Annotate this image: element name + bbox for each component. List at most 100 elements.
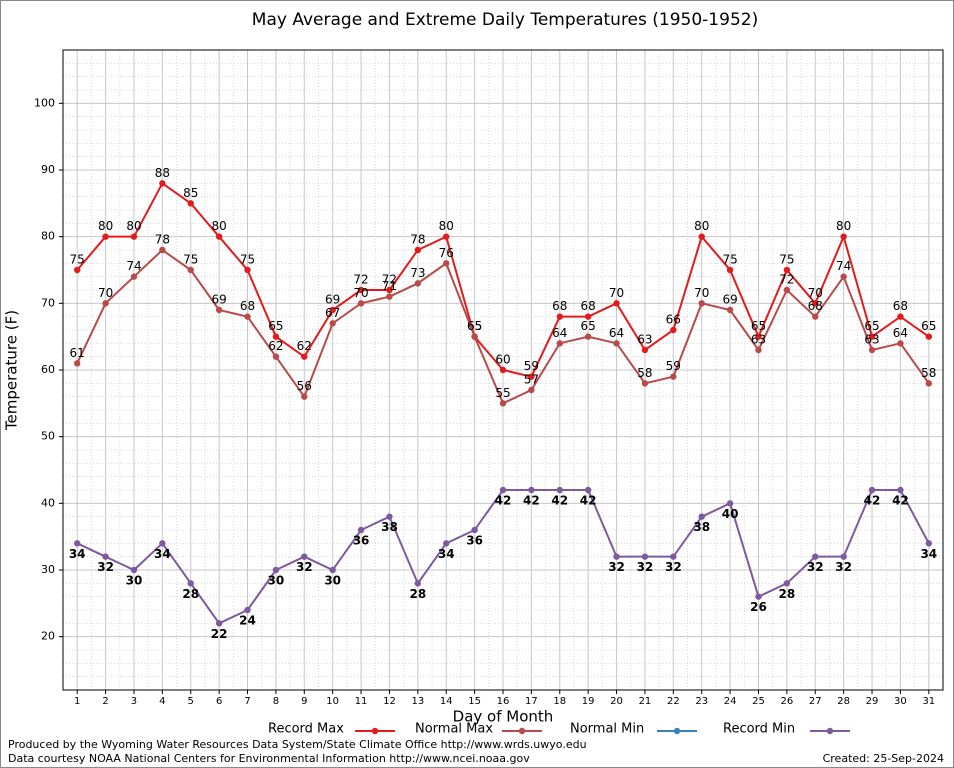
data-label: 70 bbox=[353, 286, 368, 300]
data-point bbox=[272, 566, 280, 574]
data-label: 65 bbox=[581, 319, 596, 333]
data-label: 80 bbox=[98, 219, 113, 233]
x-tick-label: 24 bbox=[724, 696, 737, 707]
data-label: 69 bbox=[722, 293, 737, 307]
data-label: 80 bbox=[694, 219, 709, 233]
data-label: 68 bbox=[893, 299, 908, 313]
data-point bbox=[840, 273, 847, 280]
data-label: 59 bbox=[666, 359, 681, 373]
data-label: 32 bbox=[296, 560, 313, 574]
data-point bbox=[698, 513, 705, 520]
data-point bbox=[215, 306, 223, 314]
data-point bbox=[613, 340, 620, 347]
data-label: 62 bbox=[297, 339, 312, 353]
data-label: 75 bbox=[779, 253, 794, 267]
data-label: 70 bbox=[808, 286, 823, 300]
data-point bbox=[414, 246, 422, 254]
data-label: 65 bbox=[467, 319, 482, 333]
data-point bbox=[897, 486, 904, 494]
x-tick-label: 23 bbox=[695, 696, 708, 707]
data-point bbox=[357, 526, 365, 534]
data-point bbox=[471, 333, 478, 340]
data-point bbox=[301, 353, 308, 360]
data-point bbox=[329, 566, 336, 574]
data-point bbox=[244, 266, 251, 274]
data-point bbox=[386, 293, 393, 300]
data-point bbox=[357, 286, 365, 294]
data-point bbox=[698, 300, 705, 307]
data-label: 73 bbox=[410, 266, 425, 280]
data-label: 32 bbox=[608, 560, 625, 574]
data-point bbox=[471, 526, 478, 534]
x-tick-label: 30 bbox=[894, 696, 907, 707]
x-tick-label: 31 bbox=[922, 696, 935, 707]
data-point bbox=[868, 346, 876, 354]
data-label: 58 bbox=[921, 366, 936, 380]
x-tick-label: 16 bbox=[497, 696, 510, 707]
data-label: 72 bbox=[779, 273, 794, 287]
data-point bbox=[244, 313, 251, 320]
data-point bbox=[499, 486, 507, 494]
y-tick-label: 60 bbox=[41, 363, 55, 376]
data-label: 36 bbox=[466, 534, 483, 548]
data-label: 74 bbox=[836, 259, 851, 273]
plot-border bbox=[62, 49, 944, 691]
footer: Produced by the Wyoming Water Resources … bbox=[8, 738, 587, 751]
data-label: 70 bbox=[98, 286, 113, 300]
data-label: 65 bbox=[921, 319, 936, 333]
data-label: 32 bbox=[835, 560, 852, 574]
data-label: 42 bbox=[523, 494, 540, 508]
data-label: 74 bbox=[126, 259, 141, 273]
data-label: 38 bbox=[381, 520, 398, 534]
data-point bbox=[670, 373, 677, 380]
data-label: 72 bbox=[353, 273, 368, 287]
data-point bbox=[73, 266, 81, 274]
data-label: 76 bbox=[439, 246, 454, 260]
data-label: 65 bbox=[268, 319, 283, 333]
data-point bbox=[130, 233, 138, 240]
data-point bbox=[414, 280, 422, 287]
data-label: 38 bbox=[693, 520, 710, 534]
data-label: 68 bbox=[240, 299, 255, 313]
data-label: 85 bbox=[183, 186, 198, 200]
data-label: 59 bbox=[524, 359, 539, 373]
data-label: 88 bbox=[155, 166, 170, 180]
data-point bbox=[329, 320, 336, 327]
data-label: 28 bbox=[779, 587, 796, 601]
legend-marker bbox=[826, 727, 834, 735]
data-label: 36 bbox=[353, 534, 370, 548]
x-tick-label: 22 bbox=[667, 696, 680, 707]
data-point bbox=[840, 553, 847, 560]
data-point bbox=[812, 313, 819, 320]
data-label: 68 bbox=[581, 299, 596, 313]
data-point bbox=[755, 346, 762, 354]
data-point bbox=[897, 313, 904, 320]
data-label: 68 bbox=[552, 299, 567, 313]
data-point bbox=[755, 593, 762, 600]
data-point bbox=[443, 233, 450, 240]
data-point bbox=[102, 300, 109, 307]
data-label: 72 bbox=[382, 273, 397, 287]
data-point bbox=[386, 513, 393, 520]
data-point bbox=[812, 300, 819, 307]
data-point bbox=[443, 260, 450, 267]
x-tick-label: 14 bbox=[440, 696, 453, 707]
data-point bbox=[726, 500, 734, 507]
x-tick-label: 12 bbox=[383, 696, 396, 707]
data-point bbox=[584, 486, 592, 494]
data-label: 34 bbox=[438, 547, 455, 561]
data-label: 78 bbox=[155, 233, 170, 247]
data-point bbox=[443, 540, 450, 547]
x-tick-label: 13 bbox=[411, 696, 424, 707]
data-label: 69 bbox=[211, 293, 226, 307]
data-label: 62 bbox=[268, 339, 283, 353]
data-point bbox=[187, 266, 194, 274]
x-tick-label: 27 bbox=[809, 696, 822, 707]
data-label: 42 bbox=[551, 494, 568, 508]
data-point bbox=[528, 386, 535, 394]
data-label: 75 bbox=[240, 253, 255, 267]
data-point bbox=[301, 393, 308, 400]
x-tick-label: 20 bbox=[610, 696, 623, 707]
data-point bbox=[357, 300, 365, 307]
